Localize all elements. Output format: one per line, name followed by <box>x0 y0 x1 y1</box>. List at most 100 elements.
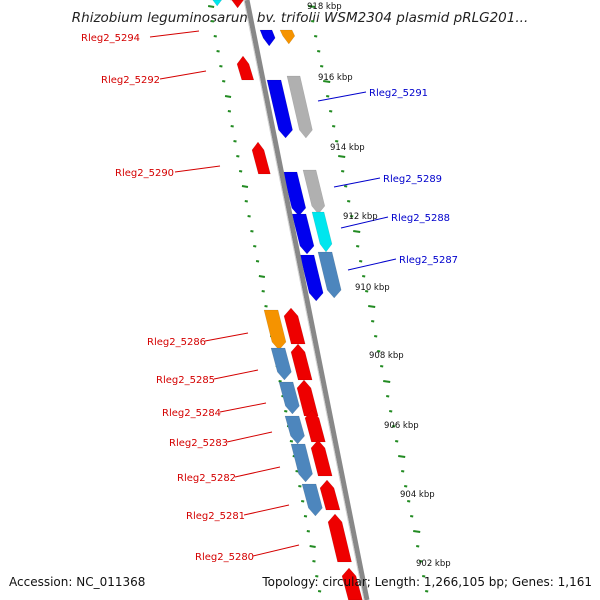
gene-label-rleg2_5280[interactable]: Rleg2_5280 <box>195 552 254 563</box>
gene-label-rleg2_5285[interactable]: Rleg2_5285 <box>156 375 215 386</box>
gene-label-rleg2_5294[interactable]: Rleg2_5294 <box>81 33 140 44</box>
gene-block[interactable] <box>283 307 306 345</box>
tick-mark <box>247 215 251 218</box>
tick-mark <box>298 485 302 488</box>
leader-line <box>340 216 389 229</box>
scale-label: 916 kbp <box>318 73 353 83</box>
tick-mark <box>386 395 390 398</box>
gene-label-rleg2_5287[interactable]: Rleg2_5287 <box>399 255 458 266</box>
scale-label: 914 kbp <box>330 143 365 153</box>
tick-mark <box>407 500 411 503</box>
gene-block[interactable] <box>286 75 313 139</box>
tick-mark <box>308 5 316 8</box>
tick-mark <box>371 320 375 323</box>
tick-mark <box>230 125 234 128</box>
gene-block[interactable] <box>230 0 244 9</box>
tick-mark <box>374 335 378 338</box>
gene-label-rleg2_5282[interactable]: Rleg2_5282 <box>177 473 236 484</box>
gene-label-rleg2_5291[interactable]: Rleg2_5291 <box>369 88 428 99</box>
gene-block[interactable] <box>301 483 323 517</box>
scale-label: 908 kbp <box>369 351 404 361</box>
gene-block[interactable] <box>251 141 271 175</box>
scale-label: 910 kbp <box>355 283 390 293</box>
scale-label: 918 kbp <box>307 2 342 12</box>
gene-block[interactable] <box>302 169 326 215</box>
tick-mark <box>241 185 249 188</box>
gene-block[interactable] <box>263 309 287 351</box>
tick-mark <box>312 560 316 563</box>
gene-block[interactable] <box>317 251 342 299</box>
gene-block[interactable] <box>341 567 363 600</box>
gene-label-rleg2_5284[interactable]: Rleg2_5284 <box>162 408 221 419</box>
gene-label-rleg2_5290[interactable]: Rleg2_5290 <box>115 168 174 179</box>
tick-mark <box>306 530 310 533</box>
scale-label: 904 kbp <box>400 490 435 500</box>
gene-block[interactable] <box>279 29 296 45</box>
tick-mark <box>410 515 414 518</box>
gene-block[interactable] <box>319 479 341 511</box>
tick-mark <box>264 305 268 308</box>
leader-line <box>159 70 207 80</box>
gene-label-rleg2_5283[interactable]: Rleg2_5283 <box>169 438 228 449</box>
leader-line <box>333 177 381 188</box>
tick-mark <box>392 425 396 428</box>
gene-label-rleg2_5289[interactable]: Rleg2_5289 <box>383 174 442 185</box>
tick-mark <box>419 560 423 563</box>
map-title: Rhizobium leguminosarum bv. trifolii WSM… <box>71 10 529 26</box>
scale-label: 912 kbp <box>343 212 378 222</box>
tick-mark <box>341 170 345 173</box>
tick-mark <box>359 260 363 263</box>
tick-mark <box>233 140 237 143</box>
tick-mark <box>425 590 429 593</box>
leader-line <box>226 431 273 443</box>
tick-mark <box>398 455 406 458</box>
gene-block[interactable] <box>327 513 352 563</box>
label-leaders <box>149 30 397 557</box>
tick-mark <box>255 260 260 263</box>
gene-block[interactable] <box>290 343 313 381</box>
tick-mark <box>362 275 366 278</box>
tick-mark <box>404 485 408 488</box>
gene-block[interactable] <box>259 29 276 47</box>
tick-mark <box>395 440 399 443</box>
gene-label-rleg2_5286[interactable]: Rleg2_5286 <box>147 337 206 348</box>
scale-label: 902 kbp <box>416 559 451 569</box>
tick-mark <box>309 545 316 548</box>
leader-line <box>174 165 221 173</box>
tick-mark <box>210 20 215 23</box>
gene-label-rleg2_5288[interactable]: Rleg2_5288 <box>391 213 450 224</box>
gene-block[interactable] <box>284 415 305 445</box>
tick-mark <box>236 155 240 158</box>
tick-mark <box>401 470 405 473</box>
gene-block[interactable] <box>236 55 255 81</box>
backbone <box>243 0 370 600</box>
tick-mark <box>323 80 331 83</box>
gene-block[interactable] <box>290 443 313 483</box>
gene-block[interactable] <box>310 439 333 477</box>
tick-mark <box>422 575 426 578</box>
tick-mark <box>344 185 348 188</box>
gene-block[interactable] <box>282 171 307 217</box>
tick-mark <box>389 410 393 413</box>
tick-mark <box>329 110 333 113</box>
gene-block[interactable] <box>296 379 319 417</box>
tick-mark <box>278 380 282 383</box>
tick-mark <box>413 530 421 533</box>
tick-mark <box>315 575 319 578</box>
gene-label-rleg2_5292[interactable]: Rleg2_5292 <box>101 75 160 86</box>
gene-block[interactable] <box>291 213 315 255</box>
gene-block[interactable] <box>266 79 293 139</box>
tick-mark <box>317 590 322 593</box>
gene-block[interactable] <box>278 381 300 415</box>
gene-block[interactable] <box>270 347 292 381</box>
tick-mark <box>244 200 248 203</box>
gene-block[interactable] <box>209 0 223 7</box>
gene-block[interactable] <box>299 254 324 302</box>
tick-mark <box>320 65 324 68</box>
leader-line <box>204 332 249 342</box>
tick-mark <box>365 290 369 293</box>
gene-block[interactable] <box>304 409 326 443</box>
gene-block[interactable] <box>311 211 333 253</box>
gene-label-rleg2_5281[interactable]: Rleg2_5281 <box>186 511 245 522</box>
